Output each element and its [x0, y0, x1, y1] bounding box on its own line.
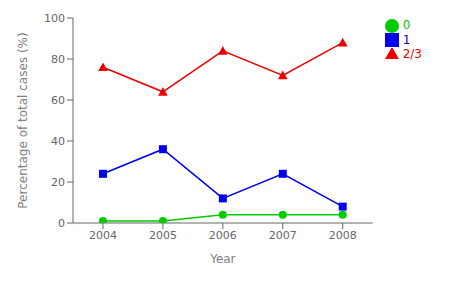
svg-text:80: 80: [51, 53, 65, 66]
svg-text:2006: 2006: [209, 229, 237, 242]
svg-text:Percentage of total cases (%): Percentage of total cases (%): [16, 32, 30, 208]
svg-text:2005: 2005: [149, 229, 177, 242]
svg-text:Year: Year: [209, 252, 235, 266]
svg-text:2008: 2008: [329, 229, 357, 242]
html-text:0: 0: [402, 18, 411, 32]
svg-text:60: 60: [51, 94, 65, 107]
svg-text:20: 20: [51, 176, 65, 189]
html-text:2/3: 2/3: [402, 47, 422, 61]
html-text:1: 1: [402, 32, 411, 47]
svg-text:40: 40: [51, 135, 65, 148]
svg-text:2007: 2007: [269, 229, 297, 242]
svg-text:100: 100: [44, 12, 65, 25]
svg-text:2004: 2004: [89, 229, 117, 242]
svg-text:0: 0: [58, 217, 65, 230]
